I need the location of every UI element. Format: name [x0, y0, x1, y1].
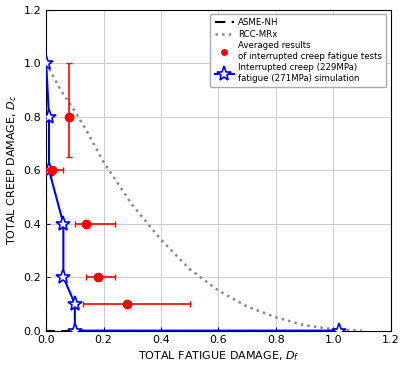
X-axis label: TOTAL FATIGUE DAMAGE, $D_f$: TOTAL FATIGUE DAMAGE, $D_f$ [138, 350, 299, 363]
Legend: ASME-NH, RCC-MRx, Averaged results
of interrupted creep fatigue tests, Interrupt: ASME-NH, RCC-MRx, Averaged results of in… [211, 14, 386, 87]
Y-axis label: TOTAL CREEP DAMAGE, $D_c$: TOTAL CREEP DAMAGE, $D_c$ [6, 95, 19, 245]
